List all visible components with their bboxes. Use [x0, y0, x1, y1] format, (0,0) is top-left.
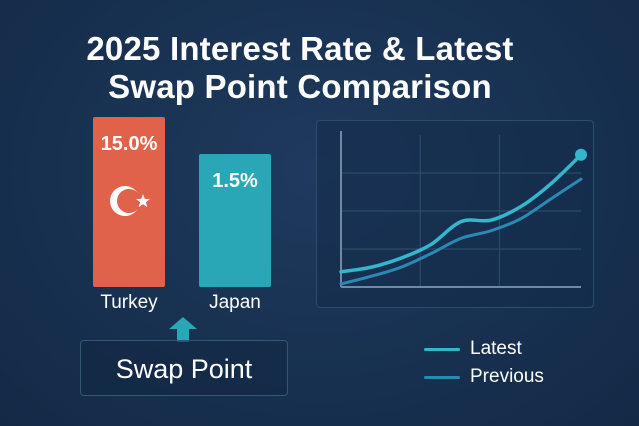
legend-label-latest: Latest [470, 338, 522, 359]
category-label-japan: Japan [209, 292, 261, 313]
legend-label-previous: Previous [470, 366, 544, 387]
bar-value-japan: 1.5% [212, 170, 258, 192]
legend-swatch-latest [424, 348, 460, 351]
data-point-latest-8 [575, 148, 587, 161]
swap-point-label: Swap Point [115, 354, 253, 384]
line-chart [339, 131, 587, 288]
legend-swatch-previous [424, 376, 460, 379]
chart-title: 2025 Interest Rate & Latest Swap Point C… [0, 30, 600, 106]
category-label-turkey: Turkey [100, 292, 158, 313]
title-line-2: Swap Point Comparison [108, 68, 492, 105]
bar-turkey: 15.0% [93, 117, 165, 287]
bar-value-turkey: 15.0% [100, 133, 158, 155]
series-line-previous [339, 177, 583, 286]
turkey-flag-icon [110, 186, 150, 216]
bar-japan: 1.5% [199, 154, 271, 287]
series-line-latest [339, 153, 583, 274]
line-chart-panel [316, 120, 594, 308]
swap-point-box: Swap Point [80, 340, 288, 396]
arrow-up-icon [169, 317, 197, 342]
title-line-1: 2025 Interest Rate & Latest [86, 30, 514, 67]
